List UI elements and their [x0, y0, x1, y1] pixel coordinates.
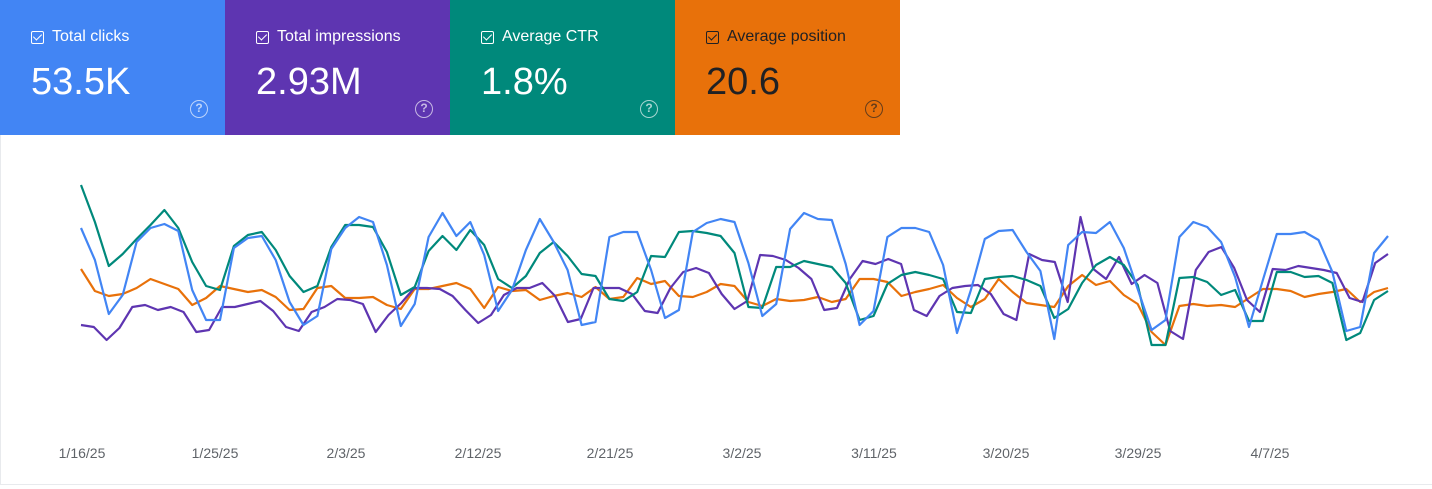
metric-label: Total impressions: [277, 28, 401, 45]
series-line-1: [79, 184, 1389, 347]
x-tick-label: 3/29/25: [1115, 445, 1162, 461]
metric-value: 20.6: [706, 61, 780, 103]
x-tick-label: 3/2/25: [723, 445, 762, 461]
help-icon[interactable]: ?: [190, 100, 208, 118]
x-tick-label: 1/16/25: [59, 445, 106, 461]
performance-chart: 1/16/25 1/25/25 2/3/25 2/12/25 2/21/25 3/2/25…: [0, 135, 1432, 485]
metric-card-header: Average CTR: [481, 28, 599, 46]
checkbox-checked-icon[interactable]: [256, 30, 269, 44]
metric-value: 2.93M: [256, 61, 362, 103]
metric-card-total-impressions[interactable]: Total impressions 2.93M ?: [225, 0, 450, 135]
x-tick-label: 3/20/25: [983, 445, 1030, 461]
metric-card-total-clicks[interactable]: Total clicks 53.5K ?: [0, 0, 225, 135]
metric-label: Average position: [727, 28, 846, 45]
metric-card-average-position[interactable]: Average position 20.6 ?: [675, 0, 900, 135]
checkbox-checked-icon[interactable]: [706, 30, 719, 44]
metric-cards: Total clicks 53.5K ? Total impressions 2…: [0, 0, 900, 135]
x-tick-label: 2/21/25: [587, 445, 634, 461]
help-icon[interactable]: ?: [415, 100, 433, 118]
x-tick-label: 2/3/25: [327, 445, 366, 461]
checkbox-checked-icon[interactable]: [481, 30, 494, 44]
series-line-2: [80, 268, 1389, 347]
help-icon[interactable]: ?: [865, 100, 883, 118]
metric-card-header: Total clicks: [31, 28, 129, 46]
checkbox-checked-icon[interactable]: [31, 30, 44, 44]
metric-label: Total clicks: [52, 28, 130, 45]
x-tick-label: 1/25/25: [192, 445, 239, 461]
line-chart-svg: 1/16/25 1/25/25 2/3/25 2/12/25 2/21/25 3/2/25…: [59, 184, 1389, 461]
metric-card-average-ctr[interactable]: Average CTR 1.8% ?: [450, 0, 675, 135]
metric-card-header: Total impressions: [256, 28, 401, 46]
x-tick-label: 4/7/25: [1251, 445, 1290, 461]
metric-value: 53.5K: [31, 61, 131, 103]
help-icon[interactable]: ?: [640, 100, 658, 118]
series-line-0: [79, 211, 1389, 341]
metric-value: 1.8%: [481, 61, 568, 103]
metric-label: Average CTR: [502, 28, 599, 45]
x-tick-label: 3/11/25: [851, 445, 897, 461]
metric-card-header: Average position: [706, 28, 846, 46]
x-tick-label: 2/12/25: [455, 445, 502, 461]
series-line-3: [80, 215, 1389, 342]
